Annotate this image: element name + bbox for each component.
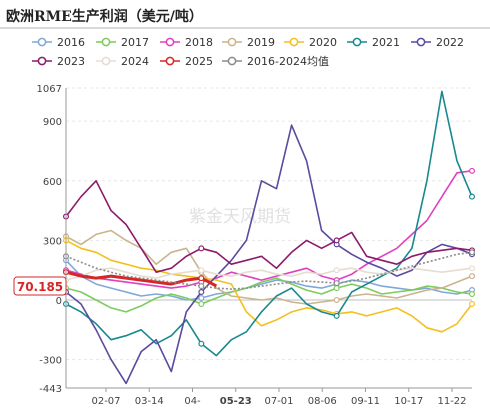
y-tick-label: 300 xyxy=(43,236,62,247)
legend-label: 2018 xyxy=(185,36,213,49)
legend-label: 2016 xyxy=(57,36,85,49)
legend-item-2016[interactable]: 2016 xyxy=(32,36,85,49)
legend-label: 2020 xyxy=(309,36,337,49)
series-2019 xyxy=(62,229,476,305)
legend-item-2023[interactable]: 2023 xyxy=(32,55,85,68)
data-point xyxy=(333,237,340,244)
legend-item-2017[interactable]: 2017 xyxy=(96,36,149,49)
series-lines xyxy=(62,90,476,385)
legend-marker xyxy=(227,37,237,47)
y-axis: -443 -300 0 300 600 900 1067 xyxy=(37,84,67,395)
series-line xyxy=(65,277,473,313)
data-point xyxy=(469,249,476,256)
series-line xyxy=(65,267,473,281)
data-point xyxy=(469,265,476,272)
x-tick-label: 02-07 xyxy=(91,396,120,407)
series-2016-2024 xyxy=(62,249,476,290)
data-point xyxy=(198,245,205,252)
data-point xyxy=(198,275,205,282)
x-tick-label: 07-01 xyxy=(264,396,293,407)
x-tick-label: 05-23 xyxy=(220,396,252,407)
title-divider xyxy=(0,27,490,29)
legend-label: 2023 xyxy=(57,55,85,68)
data-point xyxy=(333,267,340,274)
legend: 2016 2017 2018 2019 2020 2021 2022 2023 2024 2025… xyxy=(32,36,464,68)
data-point xyxy=(333,296,340,303)
data-point xyxy=(469,291,476,298)
data-point xyxy=(333,285,340,292)
series-line xyxy=(65,90,473,357)
legend-item-2022[interactable]: 2022 xyxy=(411,36,464,49)
legend-item-2019[interactable]: 2019 xyxy=(222,36,275,49)
series-line xyxy=(65,239,473,333)
y-tick-label: -300 xyxy=(39,356,62,367)
series-line xyxy=(65,251,473,290)
data-point xyxy=(198,289,205,296)
series-line xyxy=(65,229,473,305)
chart-title: 欧洲RME生产利润（美元/吨） xyxy=(6,9,203,25)
y-tick-label: 0 xyxy=(56,296,62,307)
series-2017 xyxy=(62,277,476,313)
y-tick-label: -443 xyxy=(39,384,62,395)
watermark: 紫金天风期货 xyxy=(189,207,291,227)
data-point xyxy=(469,300,476,307)
legend-marker xyxy=(165,37,175,47)
legend-marker xyxy=(101,37,111,47)
x-axis: 02-07 03-14 04- 05-23 07-01 08-06 09-11 10-17 11… xyxy=(66,387,472,407)
series-line xyxy=(65,270,218,288)
legend-marker xyxy=(37,37,47,47)
legend-label: 2025 xyxy=(185,55,213,68)
legend-item-2020[interactable]: 2020 xyxy=(284,36,337,49)
legend-item-2021[interactable]: 2021 xyxy=(347,36,400,49)
legend-marker xyxy=(289,37,299,47)
y-tick-label: 900 xyxy=(43,117,62,128)
series-line xyxy=(65,170,473,289)
legend-marker xyxy=(352,37,362,47)
y-tick-label: 1067 xyxy=(37,84,62,95)
series-2022 xyxy=(62,124,476,385)
legend-marker xyxy=(227,56,237,66)
x-tick-label: 03-14 xyxy=(135,396,164,407)
series-line xyxy=(65,124,473,385)
x-tick-label: 08-06 xyxy=(308,396,337,407)
legend-marker xyxy=(101,56,111,66)
legend-item-2024[interactable]: 2024 xyxy=(96,55,149,68)
data-point xyxy=(198,267,205,274)
grid xyxy=(66,87,472,389)
x-tick-label: 09-11 xyxy=(351,396,380,407)
data-point xyxy=(198,295,205,302)
legend-item-2018[interactable]: 2018 xyxy=(160,36,213,49)
value-badge-label: 70.185 xyxy=(17,280,63,294)
legend-marker xyxy=(37,56,47,66)
legend-label: 2021 xyxy=(372,36,400,49)
data-point xyxy=(469,167,476,174)
x-tick-label: 11-22 xyxy=(437,396,466,407)
x-tick-label: 04- xyxy=(184,396,201,407)
series-line xyxy=(65,259,473,301)
legend-label: 2022 xyxy=(436,36,464,49)
legend-item-2016-2024[interactable]: 2016-2024均值 xyxy=(222,55,329,68)
series-line xyxy=(65,180,473,274)
data-point xyxy=(469,273,476,280)
legend-label: 2019 xyxy=(247,36,275,49)
x-tick-label: 10-17 xyxy=(394,396,423,407)
legend-marker xyxy=(416,37,426,47)
legend-label: 2016-2024均值 xyxy=(247,55,329,68)
legend-label: 2017 xyxy=(121,36,149,49)
data-point xyxy=(198,300,205,307)
legend-item-2025[interactable]: 2025 xyxy=(160,55,213,68)
series-2020 xyxy=(62,237,476,333)
current-value-badge: 70.185 xyxy=(13,276,67,296)
data-point xyxy=(198,283,205,290)
data-point xyxy=(333,280,340,287)
data-point xyxy=(333,312,340,319)
data-point xyxy=(198,340,205,347)
legend-label: 2024 xyxy=(121,55,149,68)
value-badge-box xyxy=(13,276,67,296)
y-tick-label: 600 xyxy=(43,177,62,188)
legend-marker xyxy=(165,56,175,66)
data-point xyxy=(469,193,476,200)
